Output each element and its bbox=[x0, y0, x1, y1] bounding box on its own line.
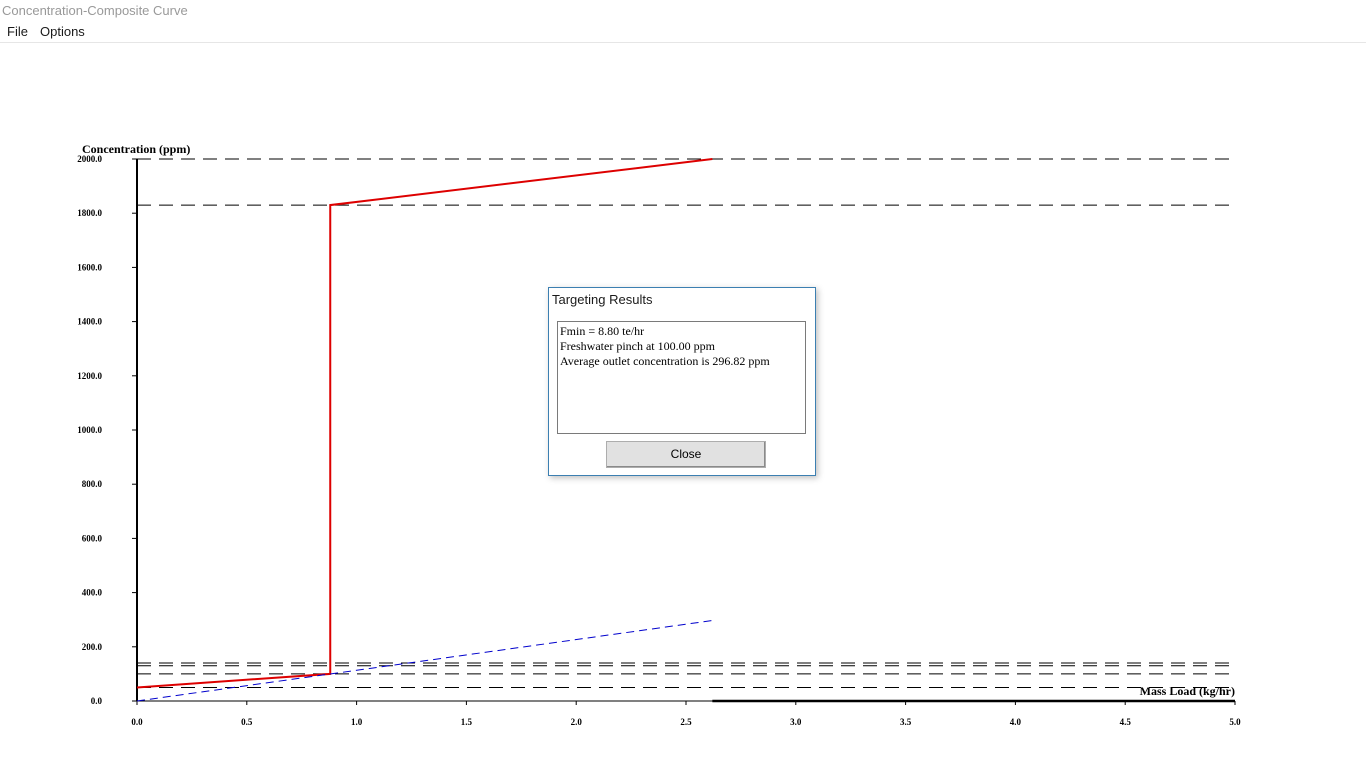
x-tick-label: 3.5 bbox=[900, 717, 912, 727]
y-tick-label: 600.0 bbox=[82, 533, 103, 543]
x-tick-label: 3.0 bbox=[790, 717, 802, 727]
x-tick-label: 4.0 bbox=[1010, 717, 1022, 727]
x-tick-label: 0.0 bbox=[131, 717, 143, 727]
y-axis-label: Concentration (ppm) bbox=[82, 142, 190, 156]
window-title: Concentration-Composite Curve bbox=[2, 3, 188, 18]
water-supply-line bbox=[136, 620, 713, 702]
menu-bar: File Options bbox=[0, 22, 1366, 43]
x-tick-label: 2.0 bbox=[571, 717, 583, 727]
x-tick-label: 1.5 bbox=[461, 717, 473, 727]
menu-options[interactable]: Options bbox=[40, 24, 85, 39]
composite-curve bbox=[136, 158, 713, 689]
result-line-pinch: Freshwater pinch at 100.00 ppm bbox=[560, 339, 715, 353]
y-tick-label: 1200.0 bbox=[77, 371, 102, 381]
x-tick-label: 5.0 bbox=[1229, 717, 1241, 727]
y-tick-label: 1800.0 bbox=[77, 208, 102, 218]
targeting-results-dialog: Targeting Results Fmin = 8.80 te/hr Fres… bbox=[548, 287, 816, 476]
y-tick-label: 400.0 bbox=[82, 588, 103, 598]
close-button[interactable]: Close bbox=[606, 441, 766, 468]
x-axis-label: Mass Load (kg/hr) bbox=[1140, 684, 1235, 698]
dialog-title: Targeting Results bbox=[552, 292, 653, 307]
y-tick-label: 1600.0 bbox=[77, 262, 102, 272]
y-tick-label: 1400.0 bbox=[77, 317, 102, 327]
y-tick-label: 800.0 bbox=[82, 479, 103, 489]
x-tick-label: 1.0 bbox=[351, 717, 363, 727]
x-tick-label: 4.5 bbox=[1120, 717, 1132, 727]
x-tick-label: 0.5 bbox=[241, 717, 253, 727]
y-tick-label: 0.0 bbox=[91, 696, 103, 706]
x-tick-label: 2.5 bbox=[680, 717, 692, 727]
y-tick-label: 2000.0 bbox=[77, 154, 102, 164]
y-tick-label: 1000.0 bbox=[77, 425, 102, 435]
results-textbox[interactable]: Fmin = 8.80 te/hr Freshwater pinch at 10… bbox=[557, 321, 806, 434]
result-line-fmin: Fmin = 8.80 te/hr bbox=[560, 324, 645, 338]
y-tick-label: 200.0 bbox=[82, 642, 103, 652]
result-line-average-outlet: Average outlet concentration is 296.82 p… bbox=[560, 354, 770, 368]
menu-file[interactable]: File bbox=[7, 24, 28, 39]
